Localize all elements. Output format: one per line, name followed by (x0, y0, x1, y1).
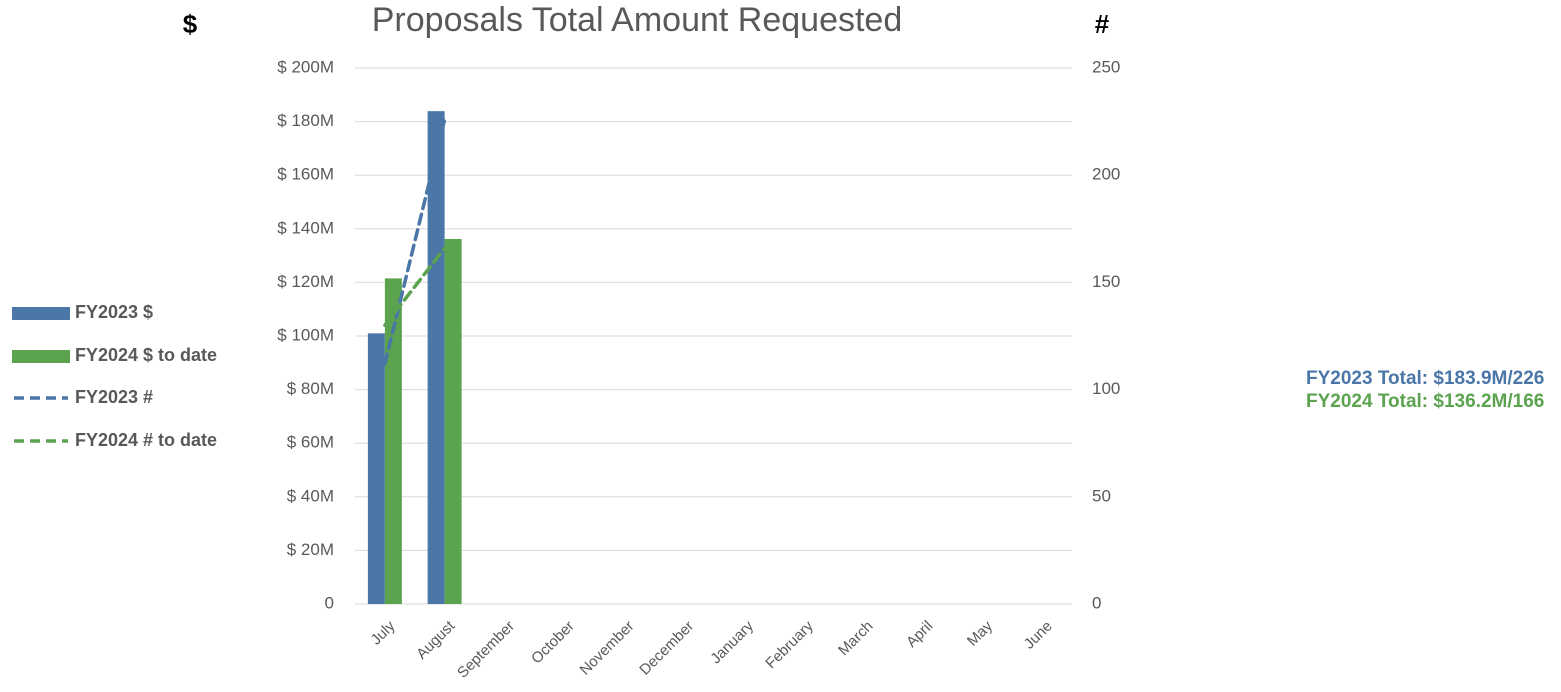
x-tick-label: November (577, 618, 638, 679)
y-tick-label: $ 40M (287, 486, 334, 505)
line-series (383, 246, 447, 328)
y2-tick-label: 150 (1092, 272, 1120, 291)
x-tick-label: March (835, 618, 876, 659)
bar (384, 278, 402, 604)
legend-label: FY2024 $ to date (75, 345, 217, 365)
y2-tick-label: 200 (1092, 165, 1120, 184)
y-tick-label: $ 60M (287, 433, 334, 452)
x-tick-label: August (413, 617, 459, 663)
x-tick-label: October (528, 618, 578, 668)
x-tick-label: June (1021, 618, 1056, 653)
y2-tick-label: 100 (1092, 379, 1120, 398)
y-tick-label: $ 100M (277, 325, 334, 344)
y-tick-label: $ 160M (277, 165, 334, 184)
annotation: FY2024 Total: $136.2M/166 (1306, 391, 1544, 412)
legend-label: FY2023 $ (75, 302, 153, 322)
x-tick-label: January (707, 617, 757, 667)
x-tick-label: May (964, 617, 996, 649)
legend-swatch (12, 307, 70, 320)
y2-tick-label: 50 (1092, 486, 1111, 505)
y-tick-label: $ 180M (277, 111, 334, 130)
y-tick-label: $ 20M (287, 540, 334, 559)
y2-tick-label: 0 (1092, 593, 1101, 612)
bar (444, 238, 462, 604)
bar (367, 333, 385, 604)
y-tick-label: $ 120M (277, 272, 334, 291)
y-tick-label: $ 80M (287, 379, 334, 398)
legend-swatch (12, 350, 70, 363)
legend-label: FY2024 # to date (75, 430, 217, 450)
x-tick-label: February (762, 617, 817, 672)
bar (427, 111, 445, 604)
y-axis-title: $ (183, 9, 198, 39)
y-tick-label: $ 200M (277, 57, 334, 76)
x-tick-label: September (454, 618, 518, 682)
x-tick-label: December (636, 618, 697, 679)
y-tick-label: 0 (325, 593, 334, 612)
x-tick-label: July (368, 617, 399, 648)
chart-title: Proposals Total Amount Requested (372, 1, 903, 39)
annotation: FY2023 Total: $183.9M/226 (1306, 368, 1544, 389)
y2-axis-title: # (1095, 9, 1110, 39)
line-series (383, 117, 447, 366)
legend-label: FY2023 # (75, 387, 153, 407)
y-tick-label: $ 140M (277, 218, 334, 237)
x-tick-label: April (903, 618, 936, 651)
y2-tick-label: 250 (1092, 57, 1120, 76)
